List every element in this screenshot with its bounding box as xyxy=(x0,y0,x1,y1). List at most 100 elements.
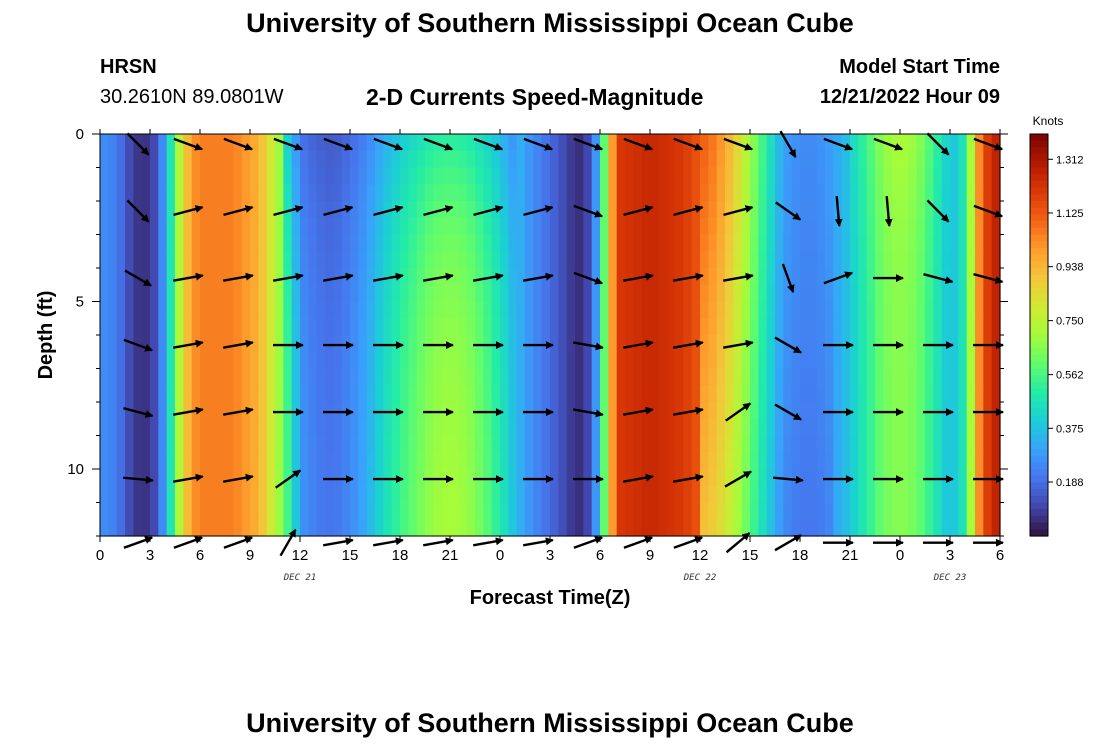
heatmap-cell xyxy=(900,351,909,370)
heatmap-cell xyxy=(258,268,268,286)
heatmap-cell xyxy=(858,134,868,152)
x-tick-label: 3 xyxy=(946,547,954,564)
heatmap-cell xyxy=(358,385,368,403)
heatmap-cell xyxy=(375,368,384,386)
heatmap-cell xyxy=(775,251,784,269)
heatmap-cell xyxy=(383,485,393,504)
colorbar-segment xyxy=(1030,489,1048,497)
colorbar-label: 0.938 xyxy=(1056,262,1084,274)
heatmap-cell xyxy=(608,452,618,470)
heatmap-cell xyxy=(775,150,784,169)
heatmap-cell xyxy=(550,519,559,537)
heatmap-cell xyxy=(108,150,118,169)
heatmap-cell xyxy=(866,335,876,353)
heatmap-cell xyxy=(783,234,793,252)
heatmap-cell xyxy=(241,318,251,336)
current-vector-arrow xyxy=(222,406,254,416)
heatmap-cell xyxy=(216,184,226,202)
heatmap-cell xyxy=(583,184,593,202)
heatmap-cell xyxy=(158,217,168,236)
heatmap-cell xyxy=(808,184,818,202)
heatmap-cell xyxy=(775,284,784,303)
heatmap-cell xyxy=(133,184,143,202)
heatmap-cell xyxy=(300,502,309,520)
heatmap-cell xyxy=(216,335,226,353)
heatmap-cell xyxy=(883,402,893,420)
current-vector-arrow xyxy=(779,130,797,158)
heatmap-cell xyxy=(200,469,209,487)
heatmap-cell xyxy=(100,184,109,202)
heatmap-cell xyxy=(733,268,743,286)
heatmap-cell xyxy=(408,150,418,169)
heatmap-cell xyxy=(300,418,309,437)
current-vector-arrow xyxy=(774,534,802,552)
heatmap-cell xyxy=(183,217,193,236)
heatmap-cell xyxy=(366,351,376,370)
heatmap-cell xyxy=(541,452,551,470)
heatmap-cell xyxy=(125,150,134,169)
heatmap-cell xyxy=(733,469,743,487)
heatmap-cell xyxy=(558,318,568,336)
heatmap-cell xyxy=(900,502,909,520)
heatmap-cell xyxy=(883,268,893,286)
heatmap-cell xyxy=(608,402,618,420)
heatmap-cell xyxy=(383,318,393,336)
heatmap-cell xyxy=(141,201,151,219)
heatmap-cell xyxy=(291,368,301,386)
heatmap-cell xyxy=(341,284,351,303)
heatmap-cell xyxy=(950,418,959,437)
heatmap-cell xyxy=(408,268,418,286)
heatmap-cell xyxy=(908,184,918,202)
heatmap-cell xyxy=(800,469,809,487)
heatmap-cell xyxy=(266,217,276,236)
heatmap-cell xyxy=(650,318,659,336)
heatmap-cell xyxy=(475,519,484,537)
heatmap-cell xyxy=(291,318,301,336)
colorbar-segment xyxy=(1030,515,1048,524)
heatmap-cell xyxy=(408,385,418,403)
heatmap-cell xyxy=(150,435,159,453)
heatmap-cell xyxy=(700,402,709,420)
heatmap-cell xyxy=(375,150,384,169)
heatmap-cell xyxy=(841,435,851,453)
heatmap-cell xyxy=(333,502,343,520)
heatmap-cell xyxy=(766,368,776,386)
heatmap-cell xyxy=(708,251,718,269)
heatmap-cell xyxy=(200,385,209,403)
heatmap-cell xyxy=(550,335,559,353)
heatmap-cell xyxy=(516,435,526,453)
heatmap-cell xyxy=(808,351,818,370)
heatmap-cell xyxy=(775,502,784,520)
heatmap-cell xyxy=(150,452,159,470)
heatmap-cell xyxy=(950,167,959,185)
heatmap-cell xyxy=(150,502,159,520)
heatmap-cell xyxy=(575,469,584,487)
current-vector-arrow xyxy=(422,537,454,547)
heatmap-cell xyxy=(541,519,551,537)
current-vector-arrow xyxy=(172,272,204,282)
heatmap-cell xyxy=(533,301,543,319)
heatmap-cell xyxy=(408,251,418,269)
x-tick-label: 0 xyxy=(896,547,904,564)
heatmap-cell xyxy=(816,184,826,202)
heatmap-cell xyxy=(275,150,284,169)
heatmap-cell xyxy=(308,335,318,353)
heatmap-cell xyxy=(600,184,609,202)
heatmap-cell xyxy=(233,217,243,236)
heatmap-cell xyxy=(133,284,143,303)
heatmap-cell xyxy=(658,318,668,336)
heatmap-cell xyxy=(658,234,668,252)
heatmap-cell xyxy=(800,418,809,437)
heatmap-cell xyxy=(358,351,368,370)
heatmap-cell xyxy=(300,318,309,336)
heatmap-cell xyxy=(775,201,784,219)
heatmap-cell xyxy=(333,134,343,152)
heatmap-cell xyxy=(825,318,834,336)
heatmap-cell xyxy=(566,184,576,202)
heatmap-cell xyxy=(666,217,676,236)
heatmap-cell xyxy=(941,469,951,487)
heatmap-cell xyxy=(575,201,584,219)
heatmap-cell xyxy=(683,351,693,370)
heatmap-cell xyxy=(366,368,376,386)
heatmap-cell xyxy=(266,184,276,202)
